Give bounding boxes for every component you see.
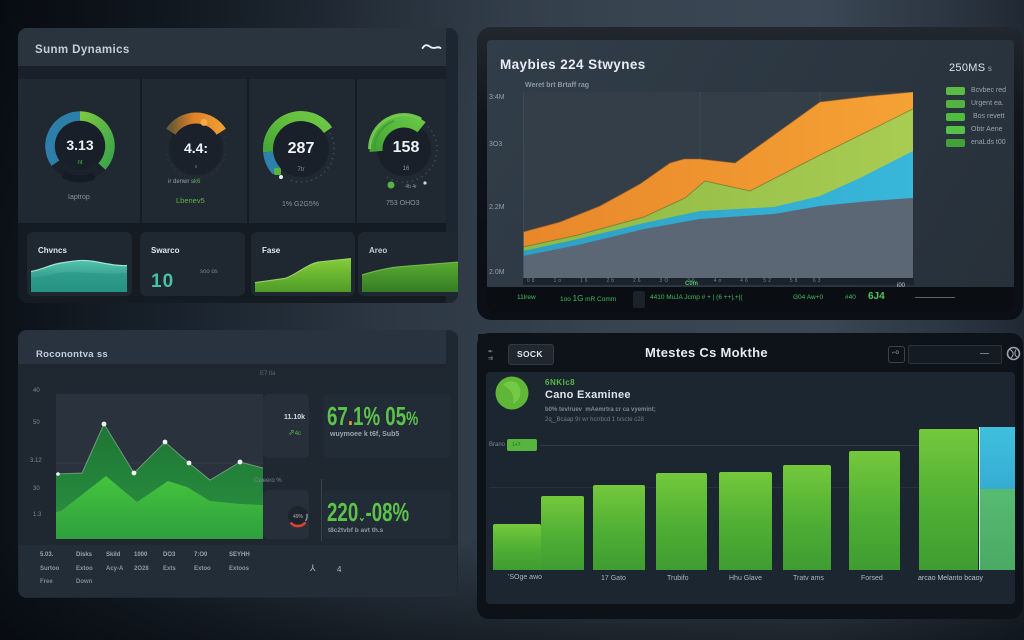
svg-text:49%: 49%	[293, 514, 304, 520]
svg-text:287: 287	[288, 140, 315, 157]
svg-text:nt: nt	[77, 160, 82, 166]
svg-text:s: s	[195, 164, 198, 170]
svg-text:4.4:: 4.4:	[184, 140, 208, 156]
svg-text:16: 16	[403, 166, 410, 172]
svg-text:3.13: 3.13	[66, 137, 93, 153]
svg-text:4b 4r: 4b 4r	[405, 184, 417, 190]
svg-text:158: 158	[393, 139, 420, 156]
svg-text:7tr: 7tr	[297, 167, 304, 173]
